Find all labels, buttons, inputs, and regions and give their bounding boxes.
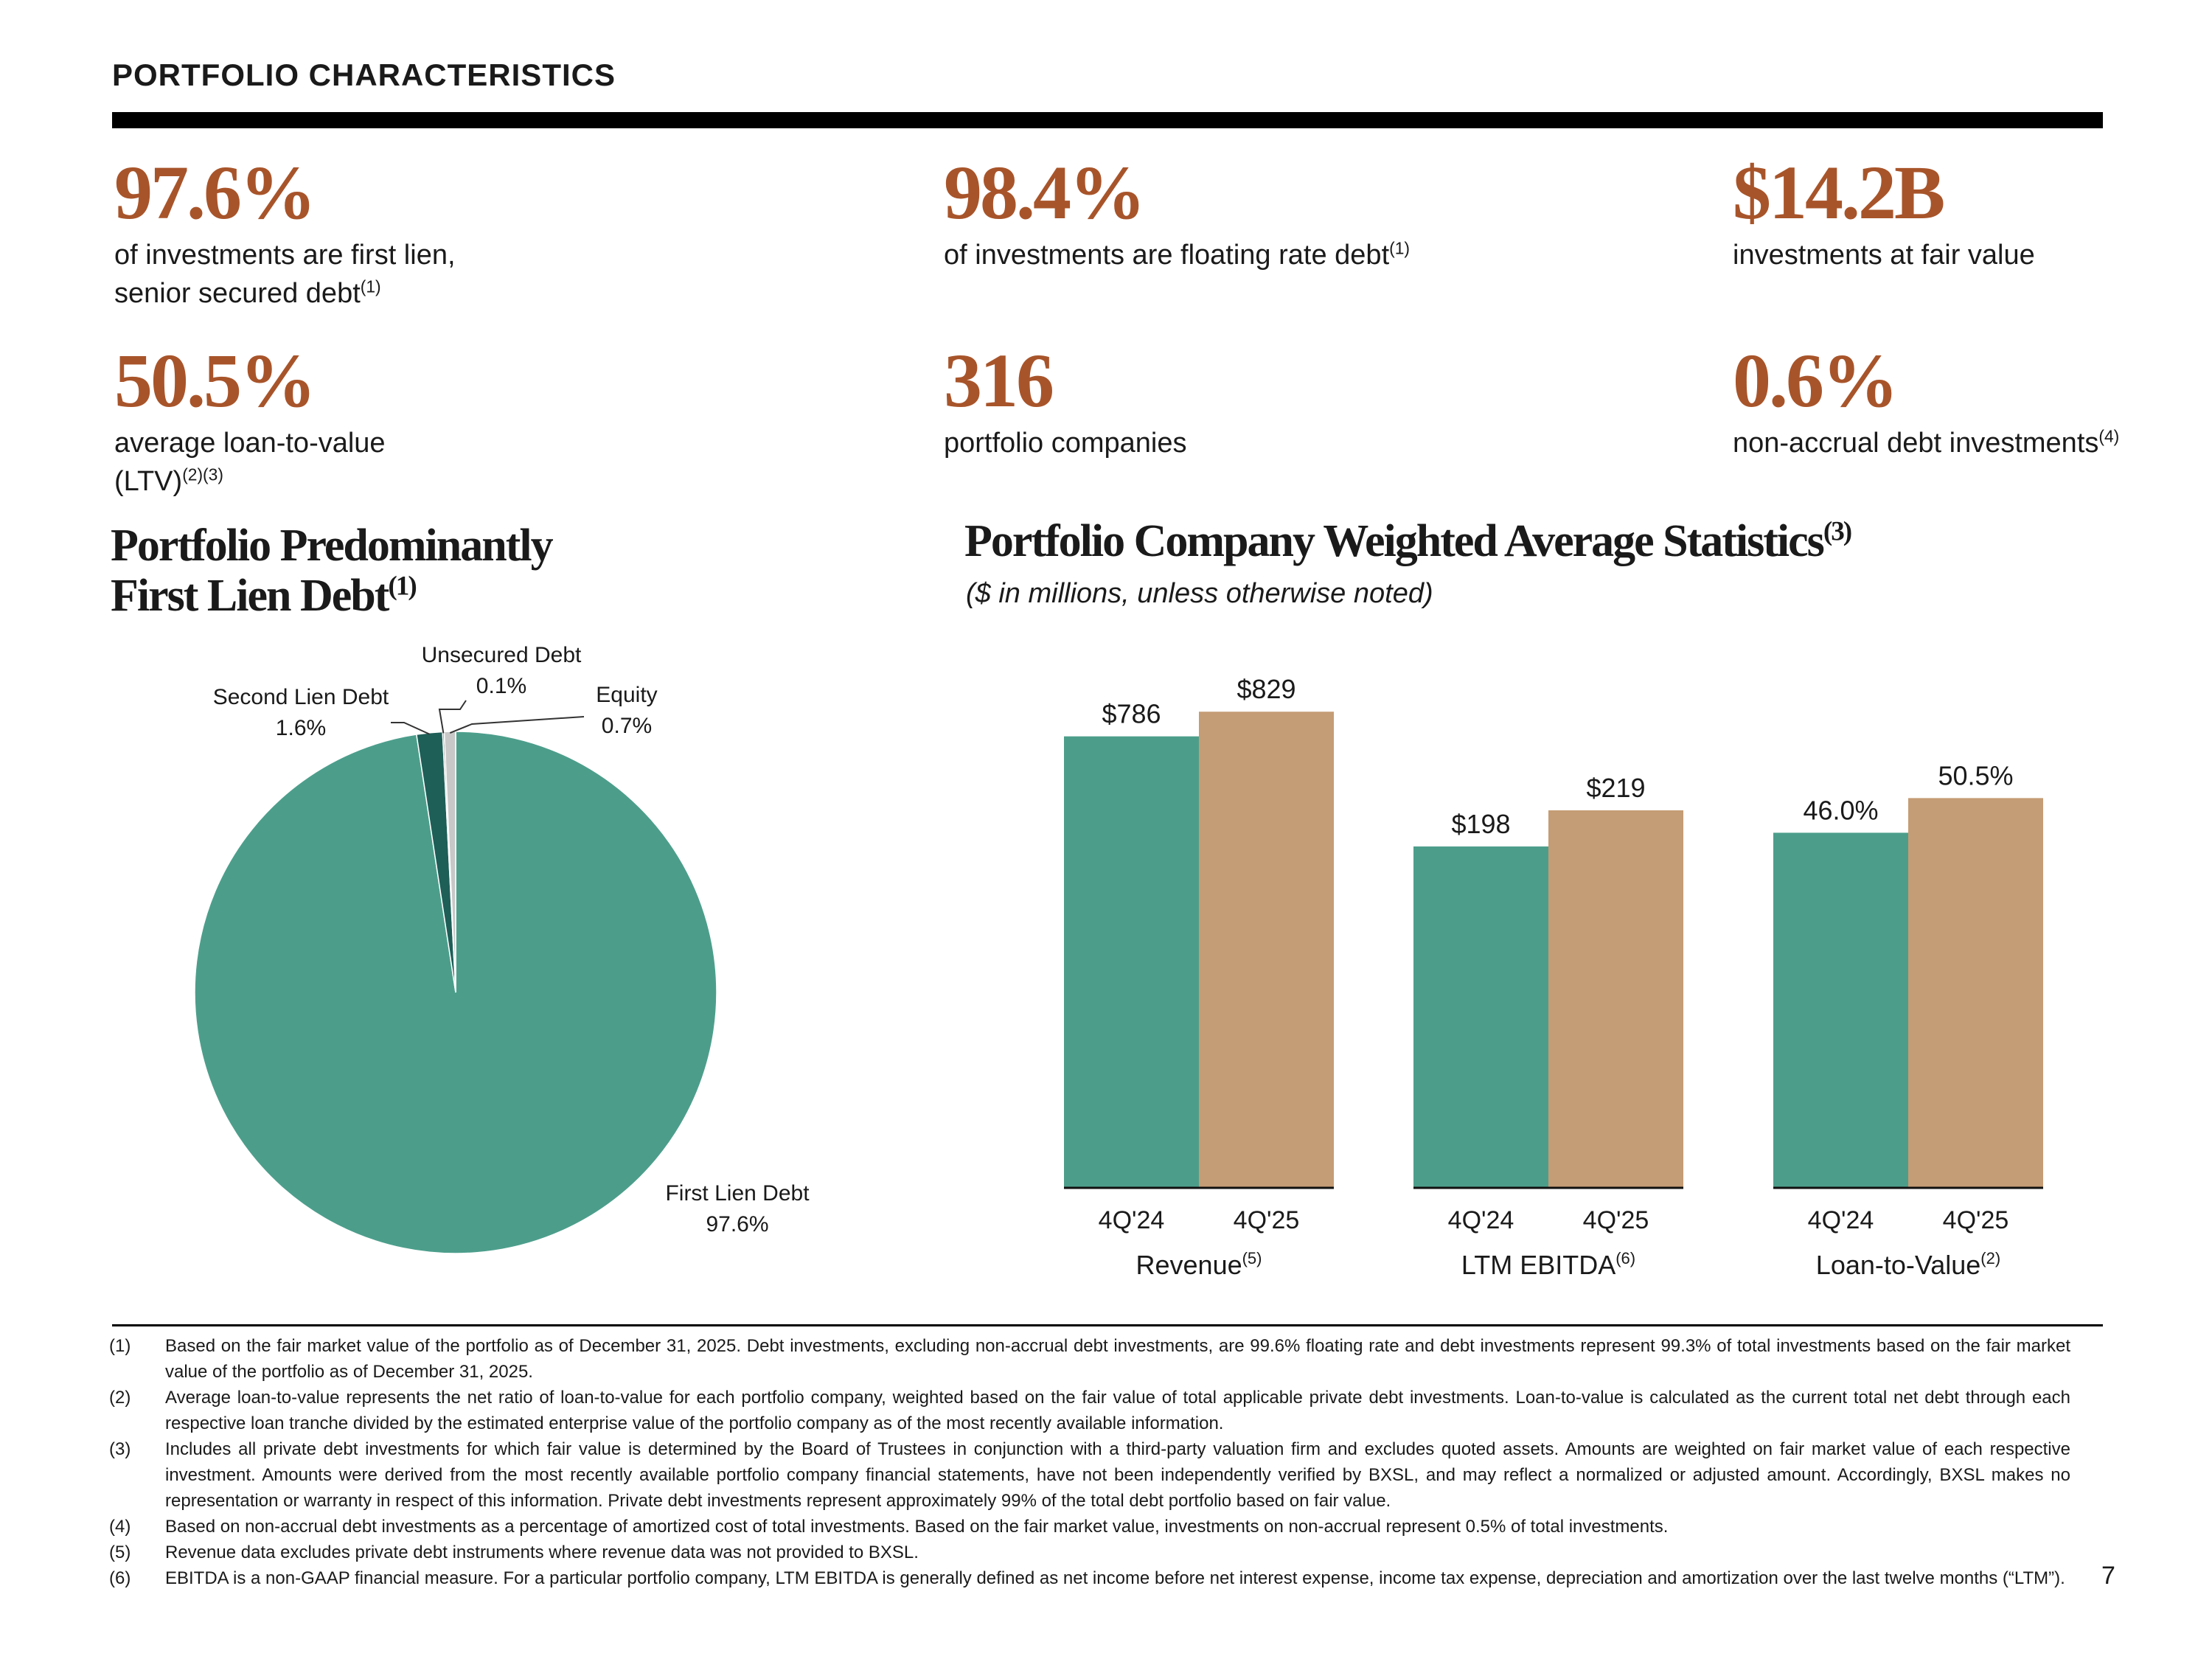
header-rule [112, 112, 2103, 128]
pie-title-line1: Portfolio Predominantly [111, 521, 554, 571]
bar-value-label: 46.0% [1803, 795, 1878, 825]
footnote-3: (3) Includes all private debt investments… [109, 1436, 2070, 1514]
stat-label-line1: of investments are floating rate debt [944, 240, 1390, 271]
pie-chart [194, 700, 717, 1254]
x-tick-label: 4Q'24 [1808, 1206, 1874, 1234]
bar-value-label: $829 [1237, 674, 1295, 704]
footnotes: (1) Based on the fair market value of the… [109, 1333, 2070, 1591]
footnote-5: (5) Revenue data excludes private debt in… [109, 1540, 2070, 1565]
bar-loan-to-value-4q24 [1773, 832, 1908, 1187]
bar-revenue-4q24 [1064, 736, 1199, 1187]
footnote-number: (6) [109, 1568, 131, 1588]
group-label: Revenue(5) [1136, 1249, 1262, 1280]
group-label: LTM EBITDA(6) [1461, 1249, 1635, 1280]
stat-label: of investments are first lien, senior se… [114, 236, 456, 313]
footnote-ref: (4) [2098, 426, 2120, 446]
bar-value-label: $786 [1102, 699, 1161, 729]
bar-chart-title: Portfolio Company Weighted Average Stati… [964, 516, 1852, 566]
stat-label: average loan-to-value (LTV)(2)(3) [114, 424, 386, 501]
footnote-ref: (1) [388, 571, 417, 602]
leader-line [391, 722, 431, 735]
stat-ltv: 50.5% average loan-to-value (LTV)(2)(3) [114, 343, 386, 501]
footnote-text: Revenue data excludes private debt instr… [165, 1543, 919, 1562]
slice-value: 1.6% [275, 716, 327, 740]
footnote-number: (3) [109, 1439, 131, 1459]
slice-value: 0.7% [601, 714, 653, 738]
bar-chart-subtitle: ($ in millions, unless otherwise noted) [966, 578, 1433, 609]
x-tick-label: 4Q'25 [1234, 1206, 1300, 1234]
stat-value: 0.6% [1733, 338, 1899, 423]
bar-title-text: Portfolio Company Weighted Average Stati… [964, 516, 1825, 566]
stat-value: 50.5% [114, 338, 316, 423]
footnote-2: (2) Average loan-to-value represents the … [109, 1385, 2070, 1436]
x-tick-label: 4Q'25 [1583, 1206, 1649, 1234]
pie-title-line2: First Lien Debt [111, 571, 389, 621]
group-label: Loan-to-Value(2) [1816, 1249, 2000, 1280]
x-tick-label: 4Q'24 [1099, 1206, 1165, 1234]
bar-ltm-ebitda-4q24 [1413, 846, 1548, 1187]
stat-portfolio-companies: 316 portfolio companies [944, 343, 1187, 462]
pie-label-first-lien: First Lien Debt 97.6% [619, 1178, 855, 1240]
footnote-text: Based on non-accrual debt investments as… [165, 1517, 1669, 1537]
stat-label-line1: non-accrual debt investments [1733, 428, 2099, 459]
bar-chart: $786 4Q'24 $829 4Q'25 Revenue(5) $198 4Q'24 $21… [1064, 674, 2043, 1280]
slice-name: Unsecured Debt [421, 643, 582, 667]
stat-value: $14.2B [1733, 150, 1945, 235]
leader-line [449, 716, 585, 734]
footnote-6: (6) EBITDA is a non-GAAP financial measur… [109, 1565, 2070, 1591]
pie-chart-title: Portfolio Predominantly First Lien Debt(… [111, 521, 554, 621]
stat-label-line2: senior secured debt [114, 278, 361, 309]
footnote-number: (4) [109, 1517, 131, 1537]
footnote-ref: (1) [1389, 238, 1410, 258]
x-tick-label: 4Q'24 [1448, 1206, 1514, 1234]
pie-label-equity: Equity 0.7% [560, 680, 693, 742]
stat-floating-rate: 98.4% of investments are floating rate d… [944, 155, 1410, 274]
stat-label: of investments are floating rate debt(1) [944, 236, 1410, 274]
footnote-text: EBITDA is a non-GAAP financial measure. … [165, 1568, 2065, 1588]
stat-value: 97.6% [114, 150, 316, 235]
stat-label-line1: of investments are first lien, [114, 240, 456, 271]
footnote-4: (4) Based on non-accrual debt investments… [109, 1514, 2070, 1540]
bar-value-label: 50.5% [1938, 760, 2013, 790]
footnote-ref: (3) [1823, 516, 1852, 547]
stat-label-line2: (LTV) [114, 466, 183, 497]
bar-value-label: $219 [1586, 773, 1645, 803]
page-number: 7 [2101, 1562, 2115, 1590]
stat-non-accrual: 0.6% non-accrual debt investments(4) [1733, 343, 2119, 462]
footnote-number: (1) [109, 1336, 131, 1356]
page-title: PORTFOLIO CHARACTERISTICS [112, 58, 616, 92]
bar-loan-to-value-4q25 [1908, 798, 2043, 1187]
stat-label-line1: portfolio companies [944, 428, 1187, 459]
stat-first-lien: 97.6% of investments are first lien, sen… [114, 155, 456, 313]
stat-label-line1: average loan-to-value [114, 428, 386, 459]
stat-fair-value: $14.2B investments at fair value [1733, 155, 2035, 274]
x-tick-label: 4Q'25 [1943, 1206, 2009, 1234]
stat-value: 98.4% [944, 150, 1146, 235]
footnote-text: Based on the fair market value of the po… [165, 1336, 2070, 1382]
footnote-text: Includes all private debt investments fo… [165, 1439, 2070, 1511]
pie-label-second-lien: Second Lien Debt 1.6% [183, 682, 419, 744]
footnote-number: (5) [109, 1543, 131, 1562]
bar-revenue-4q25 [1199, 712, 1334, 1187]
stat-value: 316 [944, 338, 1054, 423]
slice-name: Equity [596, 683, 658, 707]
leader-line [438, 700, 467, 734]
bar-value-label: $198 [1451, 809, 1510, 839]
slice-value: 0.1% [476, 674, 527, 698]
stat-label: portfolio companies [944, 424, 1187, 462]
footnote-ref: (2)(3) [182, 465, 223, 484]
footnote-number: (2) [109, 1388, 131, 1408]
pie-label-unsecured: Unsecured Debt 0.1% [391, 640, 612, 702]
slice-value: 97.6% [706, 1212, 769, 1237]
slice-name: Second Lien Debt [212, 685, 389, 709]
footnote-text: Average loan-to-value represents the net… [165, 1388, 2070, 1433]
stat-label-line1: investments at fair value [1733, 240, 2035, 271]
footnote-ref: (1) [360, 276, 381, 296]
footnote-rule [112, 1324, 2103, 1326]
stat-label: non-accrual debt investments(4) [1733, 424, 2119, 462]
bar-ltm-ebitda-4q25 [1548, 810, 1683, 1187]
stat-label: investments at fair value [1733, 236, 2035, 274]
slice-name: First Lien Debt [665, 1181, 810, 1206]
footnote-1: (1) Based on the fair market value of the… [109, 1333, 2070, 1385]
